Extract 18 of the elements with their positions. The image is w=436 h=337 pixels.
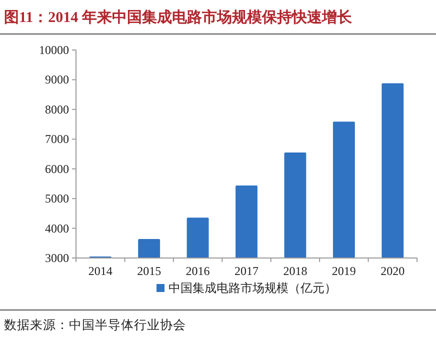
y-tick-label: 5000 <box>45 192 69 206</box>
source-note: 数据来源：中国半导体行业协会 <box>4 318 186 332</box>
y-tick-label: 4000 <box>45 221 69 236</box>
chart-title: 图11：2014 年来中国集成电路市场规模保持快速增长 <box>4 8 353 26</box>
x-tick-label: 2019 <box>332 264 356 278</box>
x-tick-label: 2015 <box>137 264 162 278</box>
x-tick-label: 2017 <box>234 264 258 278</box>
y-tick-label: 3000 <box>45 251 69 265</box>
x-tick-label: 2016 <box>186 264 210 278</box>
y-tick-label: 8000 <box>45 102 69 116</box>
x-tick-label: 2020 <box>380 264 405 278</box>
y-tick-label: 10000 <box>39 43 69 57</box>
x-tick-label: 2018 <box>283 264 308 278</box>
y-tick-label: 6000 <box>45 162 69 176</box>
y-tick-label: 7000 <box>45 132 69 146</box>
y-tick-label: 9000 <box>45 72 69 87</box>
x-tick-label: 2014 <box>88 264 112 278</box>
legend-label: 中国集成电路市场规模（亿元） <box>168 281 336 295</box>
